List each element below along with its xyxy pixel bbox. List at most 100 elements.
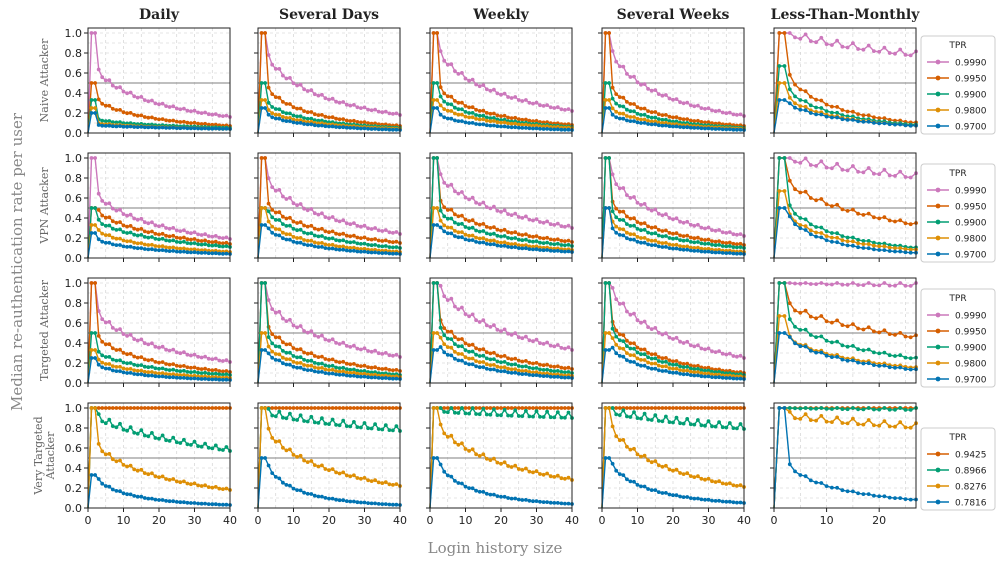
data-point — [710, 239, 714, 244]
data-point — [470, 356, 475, 361]
data-point — [617, 111, 622, 116]
data-point — [341, 340, 346, 345]
data-point — [302, 230, 306, 235]
data-point — [217, 502, 222, 507]
data-point — [534, 499, 539, 503]
legend-swatch-marker — [935, 91, 941, 97]
data-point — [617, 209, 622, 214]
data-point — [824, 282, 829, 287]
data-point — [803, 217, 808, 222]
data-point — [337, 232, 342, 237]
data-point — [727, 127, 732, 132]
data-point — [660, 332, 665, 337]
y-tick-label: 0.2 — [65, 107, 83, 120]
data-point — [664, 121, 668, 125]
data-point — [653, 238, 658, 243]
data-point — [893, 365, 897, 370]
data-point — [171, 125, 176, 130]
data-point — [603, 98, 608, 102]
data-point — [263, 406, 267, 410]
panel-frame — [773, 152, 917, 259]
data-point — [344, 370, 349, 375]
data-point — [481, 117, 486, 122]
data-point — [132, 216, 137, 221]
data-point — [681, 117, 686, 122]
row-label: Targeted Attacker — [38, 279, 51, 381]
legend-label: 0.9700 — [955, 376, 987, 386]
data-point — [387, 502, 392, 507]
data-point — [499, 413, 503, 418]
column-title: Daily — [139, 7, 180, 23]
data-point — [160, 498, 165, 502]
data-point — [851, 281, 855, 285]
panel-r3-c3: 0 10 20 30 40 — [598, 402, 751, 527]
data-point — [182, 119, 186, 124]
data-point — [692, 126, 697, 130]
data-point — [114, 369, 119, 373]
data-point — [646, 417, 650, 422]
data-point — [341, 231, 346, 236]
data-point — [516, 215, 521, 219]
data-point — [449, 337, 454, 341]
data-point — [348, 126, 353, 130]
data-point — [824, 229, 829, 234]
data-point — [520, 117, 525, 122]
data-point — [171, 375, 176, 380]
data-point — [221, 114, 225, 118]
data-point — [93, 406, 97, 410]
data-point — [100, 118, 105, 123]
data-point — [898, 47, 903, 52]
data-point — [632, 446, 636, 451]
data-point — [456, 344, 461, 349]
data-point — [495, 91, 500, 96]
data-point — [861, 407, 866, 412]
data-point — [438, 172, 443, 177]
data-point — [362, 371, 367, 376]
data-point — [617, 438, 622, 443]
data-point — [460, 190, 464, 194]
data-point — [449, 102, 454, 107]
data-point — [352, 118, 356, 123]
data-point — [720, 351, 725, 356]
data-point — [157, 232, 161, 237]
data-point — [552, 238, 557, 242]
data-point — [445, 329, 450, 334]
data-point — [607, 106, 611, 110]
data-point — [706, 371, 711, 376]
data-point — [103, 119, 108, 124]
data-point — [798, 161, 803, 165]
data-point — [334, 372, 338, 377]
data-point — [470, 342, 475, 347]
data-point — [727, 230, 732, 235]
data-point — [305, 238, 310, 243]
data-point — [182, 350, 186, 355]
data-point — [703, 238, 707, 242]
data-point — [477, 347, 482, 352]
data-point — [566, 501, 571, 506]
x-tick-label: 30 — [188, 514, 202, 527]
data-point — [527, 123, 532, 128]
data-point — [337, 238, 342, 243]
data-point — [394, 230, 399, 234]
data-point — [96, 208, 101, 212]
data-point — [625, 72, 629, 76]
data-point — [453, 234, 457, 239]
data-point — [334, 231, 338, 236]
data-point — [703, 406, 707, 410]
data-point — [506, 236, 510, 240]
data-point — [348, 234, 353, 239]
data-point — [635, 227, 640, 231]
data-point — [107, 233, 112, 238]
data-point — [96, 349, 101, 354]
data-point — [692, 119, 697, 123]
data-point — [621, 339, 626, 343]
data-point — [830, 104, 834, 109]
data-point — [284, 350, 289, 355]
data-point — [642, 347, 647, 352]
data-point — [391, 231, 395, 235]
data-point — [495, 124, 500, 129]
data-point — [502, 227, 507, 232]
data-point — [309, 358, 314, 363]
data-point — [352, 248, 356, 253]
data-point — [692, 406, 697, 410]
